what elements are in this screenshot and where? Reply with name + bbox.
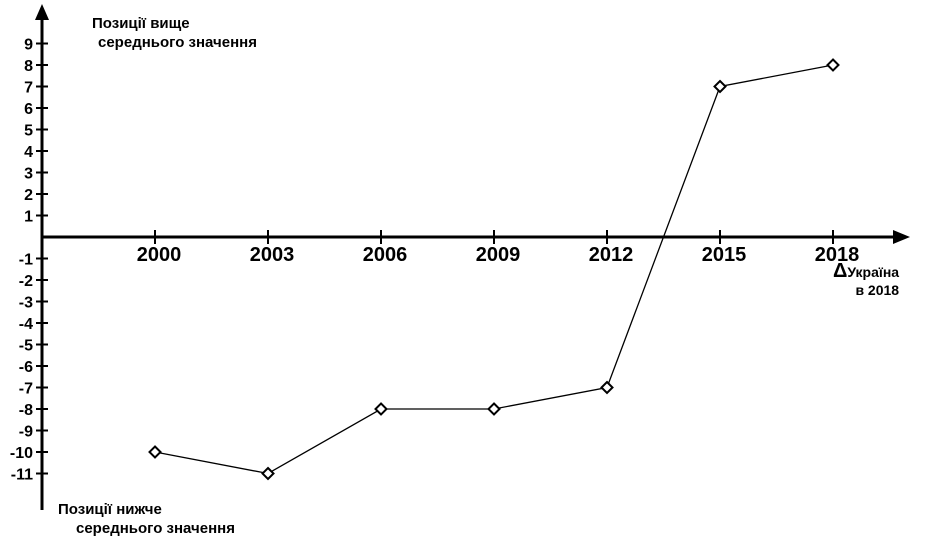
data-point	[600, 380, 614, 395]
y-tick-label: 2	[24, 187, 33, 204]
below-average-label: Позиції нижче середнього значення	[58, 500, 235, 538]
delta-icon: Δ	[833, 260, 848, 282]
y-tick-label: -5	[19, 338, 33, 355]
y-tick-label: 7	[24, 80, 33, 97]
y-tick-label: -10	[10, 445, 33, 462]
x-tick-label: 2003	[250, 244, 295, 266]
data-point	[826, 58, 840, 72]
y-tick-label: 6	[24, 101, 33, 118]
x-tick-label: 2018	[815, 244, 860, 266]
x-axis-arrow	[893, 230, 910, 244]
ukraine-2018-line2: в 2018	[855, 282, 900, 298]
y-tick-label: -3	[19, 295, 33, 312]
x-tick-label: 2009	[476, 244, 521, 266]
y-tick-label: 8	[24, 58, 33, 75]
y-tick-label: -6	[19, 359, 33, 376]
x-tick-label: 2006	[363, 244, 408, 266]
x-tick-label: 2012	[589, 244, 634, 266]
data-point	[487, 402, 501, 416]
y-tick-label: 9	[24, 37, 33, 54]
y-tick-label: 3	[24, 166, 33, 183]
ukraine-2018-label: ΔУкраїна в 2018	[833, 260, 900, 299]
y-axis-arrow	[35, 4, 49, 20]
data-point	[713, 79, 727, 94]
data-point	[148, 445, 162, 459]
y-tick-label: 5	[24, 123, 33, 140]
ukraine-label: Україна	[847, 264, 900, 280]
y-tick-label: -7	[19, 381, 33, 398]
below-average-line2: середнього значення	[76, 520, 235, 537]
y-tick-label: -4	[19, 316, 33, 333]
y-tick-label: -8	[19, 402, 33, 419]
above-average-line2: середнього значення	[98, 34, 257, 51]
y-tick-label: -2	[19, 273, 33, 290]
y-tick-label: -9	[19, 424, 33, 441]
data-point	[374, 402, 388, 416]
above-average-line1: Позиції вище	[92, 15, 190, 32]
y-tick-label: -1	[19, 252, 33, 269]
ukraine-2018-line1: ΔУкраїна	[833, 260, 900, 282]
y-tick-label: 4	[24, 144, 33, 161]
y-tick-label: 1	[24, 209, 33, 226]
below-average-line1: Позиції нижче	[58, 501, 162, 518]
above-average-label: Позиції вище середнього значення	[92, 14, 257, 52]
x-tick-label: 2015	[702, 244, 747, 266]
x-tick-label: 2000	[137, 244, 182, 266]
y-tick-label: -11	[11, 467, 33, 484]
data-point	[261, 466, 275, 481]
